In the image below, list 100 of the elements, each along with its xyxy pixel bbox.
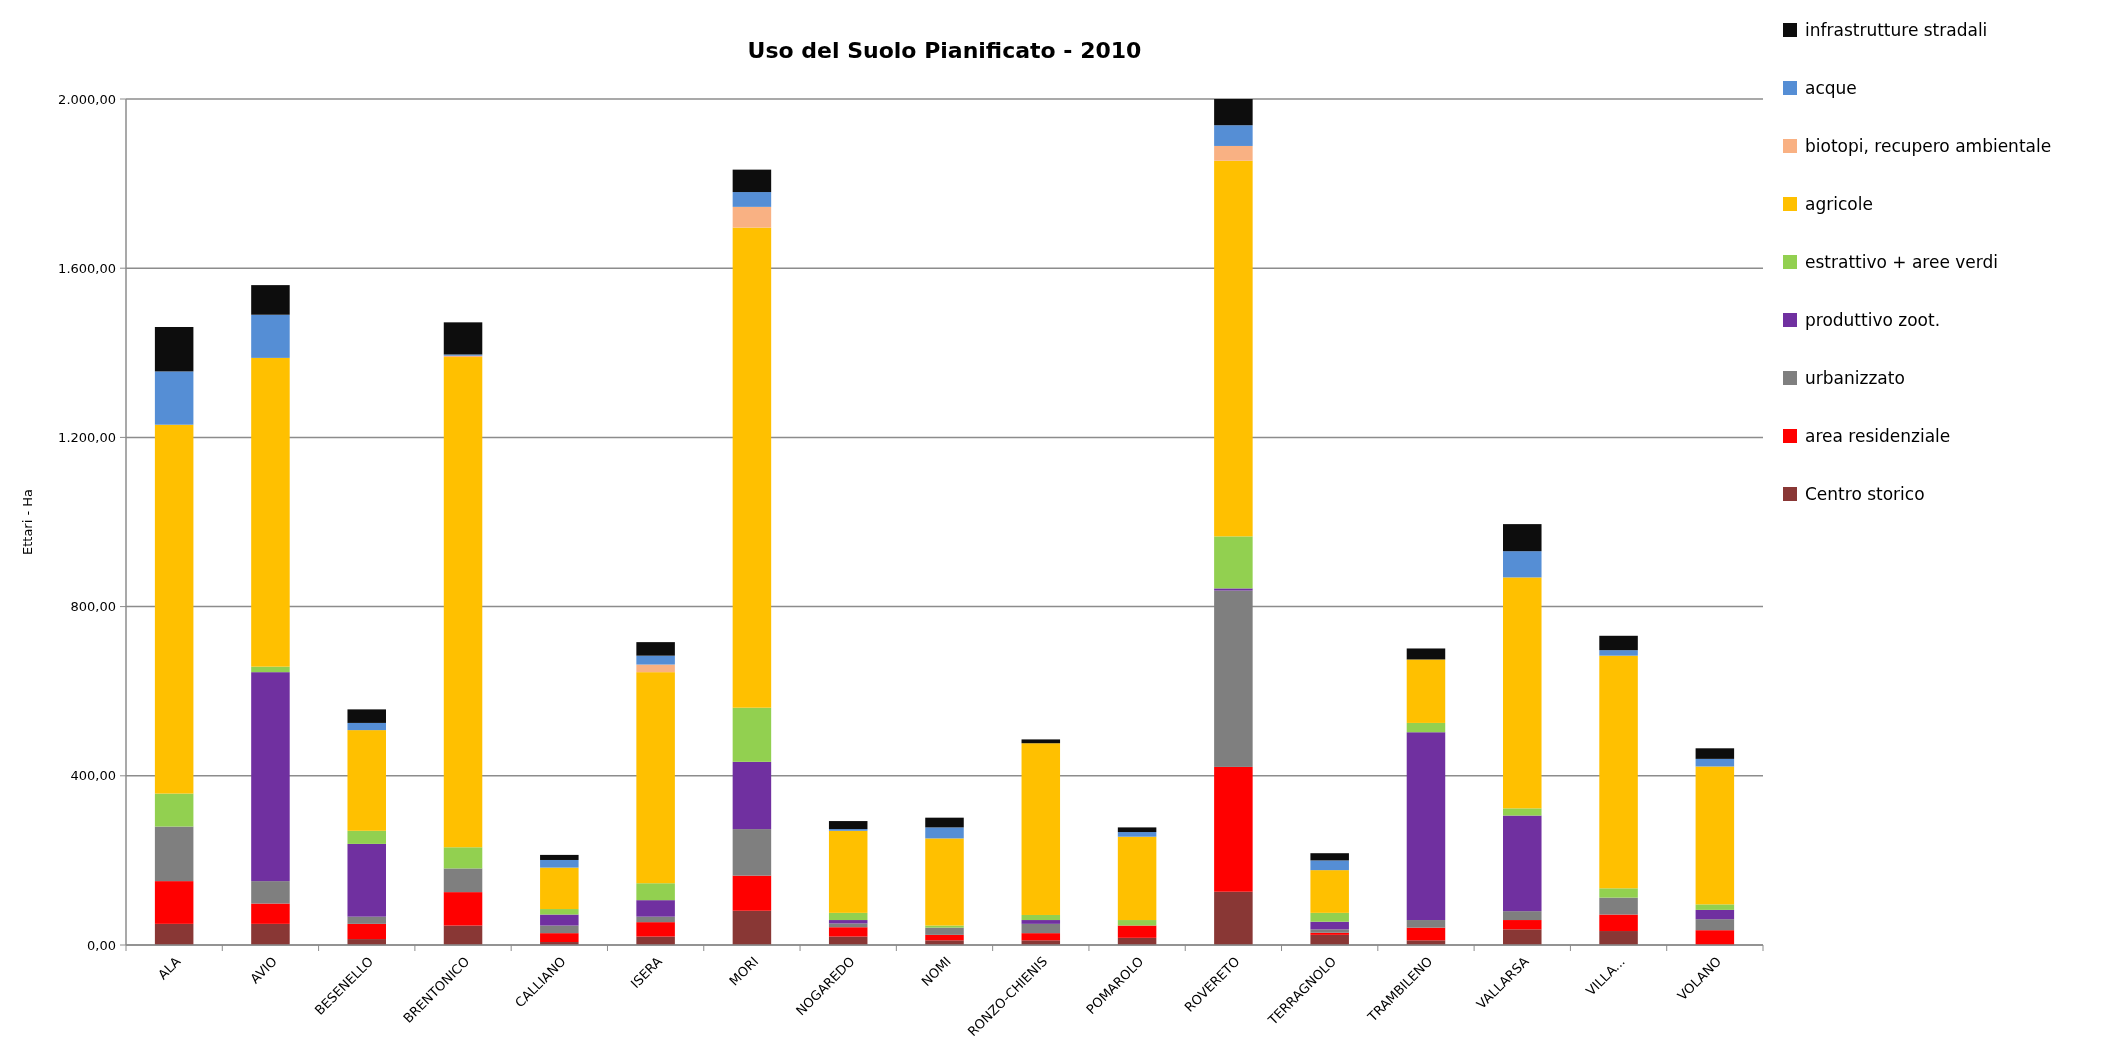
bar: [732, 227, 772, 708]
x-tick-label: ALA: [154, 953, 184, 983]
bar: [540, 854, 579, 860]
bar: [925, 817, 964, 828]
bar: [732, 761, 772, 830]
bar: [925, 934, 964, 941]
bar: [443, 847, 483, 869]
bar: [1599, 635, 1638, 651]
y-tick-label: 1.600,00: [58, 260, 116, 276]
bar: [1214, 536, 1253, 589]
legend-label: infrastrutture stradali: [1805, 19, 1988, 40]
bar: [1117, 836, 1157, 921]
bar: [1599, 655, 1638, 889]
bar: [251, 903, 290, 924]
bar: [347, 709, 386, 723]
bar: [1021, 743, 1061, 915]
bar: [1695, 748, 1735, 759]
bar: [636, 664, 675, 673]
bar: [1695, 758, 1735, 767]
bar: [251, 357, 290, 667]
bar: [443, 322, 483, 355]
bar: [1406, 648, 1446, 660]
bar: [251, 672, 290, 882]
legend-label: acque: [1805, 77, 1857, 98]
bar: [636, 672, 675, 884]
bar: [828, 821, 868, 830]
bar: [251, 285, 290, 315]
bar: [1503, 524, 1542, 552]
bar: [443, 892, 483, 926]
bar: [154, 793, 194, 827]
bar: [1599, 888, 1638, 898]
bar: [732, 192, 772, 207]
y-tick-label: 2.000,00: [58, 91, 116, 107]
bar: [251, 881, 290, 904]
y-tick-label: 1.200,00: [58, 429, 116, 445]
bar: [1503, 911, 1542, 921]
bar: [1214, 766, 1253, 892]
bar: [636, 883, 675, 901]
bar: [1695, 930, 1735, 945]
y-tick-label: 0,00: [87, 937, 116, 953]
bar: [540, 914, 579, 926]
bar: [347, 916, 386, 924]
bar: [1214, 160, 1253, 537]
bar: [1214, 891, 1253, 945]
bar: [1310, 853, 1349, 861]
bar: [347, 830, 386, 844]
bar: [925, 925, 964, 928]
y-tick-label: 800,00: [70, 599, 116, 615]
bar: [1310, 860, 1349, 871]
bar: [1599, 914, 1638, 932]
bar: [1117, 832, 1157, 837]
bar: [154, 424, 194, 794]
bar: [347, 843, 386, 917]
bar: [1503, 929, 1542, 945]
bar: [1695, 766, 1735, 905]
bar: [1021, 739, 1061, 744]
bar: [1310, 912, 1349, 922]
bar: [154, 881, 194, 924]
bar: [1695, 909, 1735, 920]
bar: [154, 826, 194, 882]
bar: [154, 327, 194, 372]
bar: [443, 357, 483, 848]
bar: [1021, 914, 1061, 921]
bar: [925, 927, 964, 935]
bar: [154, 371, 194, 425]
bar: [251, 666, 290, 673]
bar: [732, 707, 772, 762]
bar: [925, 838, 964, 926]
y-axis-title: Ettari - Ha: [20, 488, 35, 556]
bar: [1214, 588, 1253, 591]
bar: [636, 642, 675, 656]
bar: [540, 867, 579, 910]
bar: [1117, 925, 1157, 938]
bar: [732, 829, 772, 876]
bar: [1406, 722, 1446, 733]
legend-label: agricole: [1805, 193, 1873, 214]
legend-label: estrattivo + aree verdi: [1805, 251, 1999, 272]
bar: [1021, 923, 1061, 934]
bar: [732, 169, 772, 193]
bar: [1599, 931, 1638, 945]
bar: [1310, 921, 1349, 930]
bar: [1503, 815, 1542, 912]
bar: [1117, 827, 1157, 833]
bar: [347, 923, 386, 940]
bar: [732, 910, 772, 945]
bar: [636, 900, 675, 917]
legend-label: area residenziale: [1805, 425, 1951, 446]
bar: [1310, 934, 1349, 945]
legend-label: Centro storico: [1805, 483, 1925, 504]
bar: [1406, 732, 1446, 921]
legend-label: biotopi, recupero ambientale: [1805, 135, 2052, 156]
bar: [828, 927, 868, 937]
bar: [1406, 659, 1446, 723]
bar: [1406, 927, 1446, 941]
bar: [1117, 920, 1157, 926]
bar: [1695, 904, 1735, 910]
bar: [1214, 125, 1253, 146]
bar: [1599, 650, 1638, 656]
bar: [732, 206, 772, 228]
legend-label: produttivo zoot.: [1805, 309, 1941, 330]
